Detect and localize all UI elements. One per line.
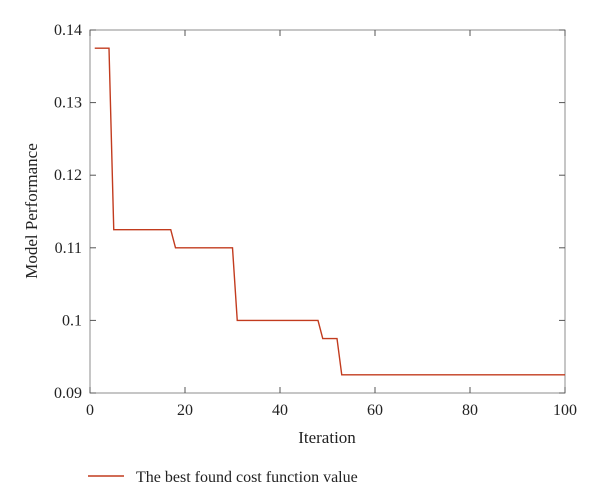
legend-label: The best found cost function value (136, 469, 358, 486)
x-tick-label: 60 (367, 402, 383, 419)
y-axis: 0.09 0.1 0.11 0.12 0.13 0.14 (54, 22, 565, 402)
x-tick-label: 100 (553, 402, 577, 419)
x-tick-label: 0 (86, 402, 94, 419)
series-line (94, 47, 565, 376)
y-tick-label: 0.11 (55, 240, 82, 257)
y-tick-label: 0.13 (54, 95, 82, 112)
series-layer (94, 47, 565, 376)
y-tick-label: 0.14 (54, 22, 82, 39)
y-tick-label: 0.09 (54, 385, 82, 402)
x-axis-title: Iteration (298, 428, 356, 447)
y-tick-label: 0.1 (62, 312, 82, 329)
x-tick-label: 40 (272, 402, 288, 419)
y-tick-label: 0.12 (54, 167, 82, 184)
x-tick-label: 20 (177, 402, 193, 419)
legend: The best found cost function value (88, 469, 358, 486)
x-tick-label: 80 (462, 402, 478, 419)
y-axis-title: Model Performance (22, 143, 41, 278)
plot-frame (89, 29, 566, 394)
x-axis: 0 20 40 60 80 100 (86, 30, 577, 419)
